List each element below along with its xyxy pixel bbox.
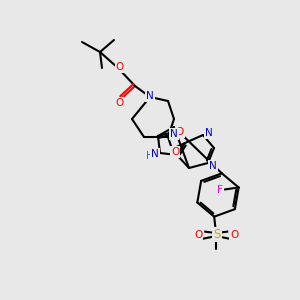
Text: O: O: [115, 98, 123, 108]
Text: N: N: [209, 161, 217, 171]
Text: O: O: [176, 127, 184, 137]
Text: O: O: [230, 230, 238, 240]
Text: O: O: [194, 230, 202, 240]
Text: H: H: [146, 151, 154, 161]
Text: O: O: [171, 147, 179, 157]
Text: S: S: [214, 228, 221, 241]
Text: N: N: [146, 91, 154, 101]
Text: F: F: [217, 185, 223, 196]
Text: N: N: [170, 129, 178, 139]
Text: O: O: [116, 62, 124, 72]
Text: N: N: [151, 149, 159, 159]
Text: N: N: [205, 128, 213, 138]
